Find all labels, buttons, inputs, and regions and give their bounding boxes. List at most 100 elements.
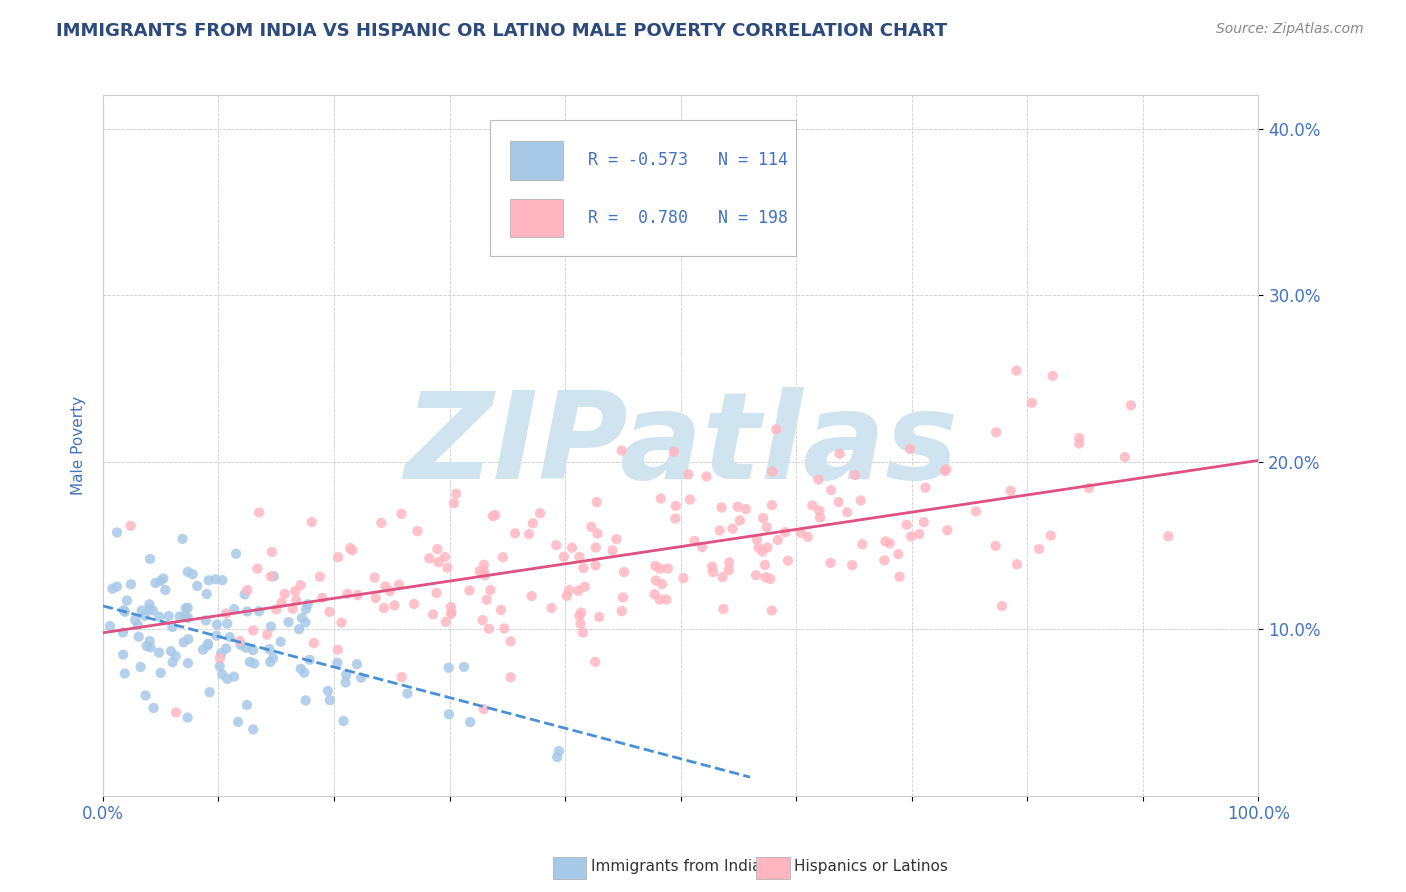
Point	[433, 549, 456, 564]
Point	[613, 565, 636, 579]
Point	[529, 506, 551, 520]
Point	[555, 589, 578, 603]
Point	[581, 520, 603, 534]
Point	[233, 587, 256, 601]
Point	[135, 639, 157, 653]
Point	[517, 527, 540, 541]
Point	[991, 599, 1014, 613]
Point	[177, 657, 200, 671]
Point	[522, 516, 544, 531]
Point	[718, 556, 741, 570]
Point	[176, 710, 198, 724]
Point	[226, 714, 249, 729]
Point	[588, 610, 610, 624]
Point	[657, 561, 679, 575]
Point	[651, 577, 673, 591]
Point	[765, 422, 787, 436]
Point	[197, 639, 219, 653]
Point	[709, 524, 731, 538]
Point	[474, 568, 496, 582]
Point	[391, 670, 413, 684]
Point	[434, 615, 457, 629]
Point	[900, 529, 922, 543]
Point	[239, 655, 262, 669]
Point	[105, 580, 128, 594]
Point	[1005, 363, 1028, 377]
Text: IMMIGRANTS FROM INDIA VS HISPANIC OR LATINO MALE POVERTY CORRELATION CHART: IMMIGRANTS FROM INDIA VS HISPANIC OR LAT…	[56, 22, 948, 40]
Point	[458, 583, 481, 598]
Point	[721, 522, 744, 536]
Point	[222, 602, 245, 616]
Point	[546, 750, 568, 764]
Point	[260, 620, 283, 634]
Point	[690, 540, 713, 554]
Point	[436, 560, 458, 574]
Point	[644, 559, 666, 574]
Point	[443, 496, 465, 510]
Point	[370, 516, 392, 530]
Point	[745, 533, 768, 547]
Point	[553, 549, 575, 564]
Point	[165, 706, 187, 720]
Point	[301, 515, 323, 529]
Point	[217, 672, 239, 686]
Point	[453, 660, 475, 674]
Point	[561, 541, 583, 555]
Point	[194, 614, 217, 628]
Point	[235, 640, 257, 655]
Point	[586, 526, 609, 541]
Point	[745, 568, 768, 582]
Point	[662, 444, 685, 458]
Point	[177, 600, 200, 615]
Point	[186, 579, 208, 593]
Point	[650, 491, 672, 506]
Point	[177, 611, 200, 625]
Point	[288, 622, 311, 636]
Point	[139, 640, 162, 655]
Point	[717, 563, 740, 577]
Point	[302, 636, 325, 650]
Point	[205, 629, 228, 643]
Point	[195, 587, 218, 601]
Point	[700, 559, 723, 574]
Point	[965, 504, 987, 518]
Point	[364, 591, 387, 605]
Point	[291, 611, 314, 625]
Point	[889, 570, 911, 584]
Point	[384, 599, 406, 613]
Point	[873, 553, 896, 567]
Point	[1021, 395, 1043, 409]
Point	[569, 616, 592, 631]
Point	[648, 561, 671, 575]
Point	[266, 602, 288, 616]
Point	[225, 547, 247, 561]
Point	[935, 462, 957, 476]
Point	[648, 592, 671, 607]
Point	[242, 624, 264, 638]
Point	[336, 587, 359, 601]
Text: Immigrants from India: Immigrants from India	[591, 859, 761, 873]
Point	[111, 625, 134, 640]
Point	[754, 558, 776, 572]
Point	[567, 583, 589, 598]
Point	[422, 607, 444, 622]
Point	[101, 582, 124, 596]
Point	[294, 615, 316, 630]
Point	[378, 584, 401, 599]
Point	[475, 592, 498, 607]
Point	[585, 558, 607, 573]
Point	[148, 609, 170, 624]
Point	[482, 509, 505, 524]
Point	[388, 577, 411, 591]
Point	[678, 467, 700, 482]
Point	[335, 667, 357, 681]
Point	[316, 684, 339, 698]
Point	[114, 666, 136, 681]
Point	[711, 570, 734, 584]
Point	[155, 582, 177, 597]
Point	[270, 635, 292, 649]
Point	[373, 601, 395, 615]
Point	[471, 613, 494, 627]
Point	[427, 555, 450, 569]
Point	[572, 561, 595, 575]
